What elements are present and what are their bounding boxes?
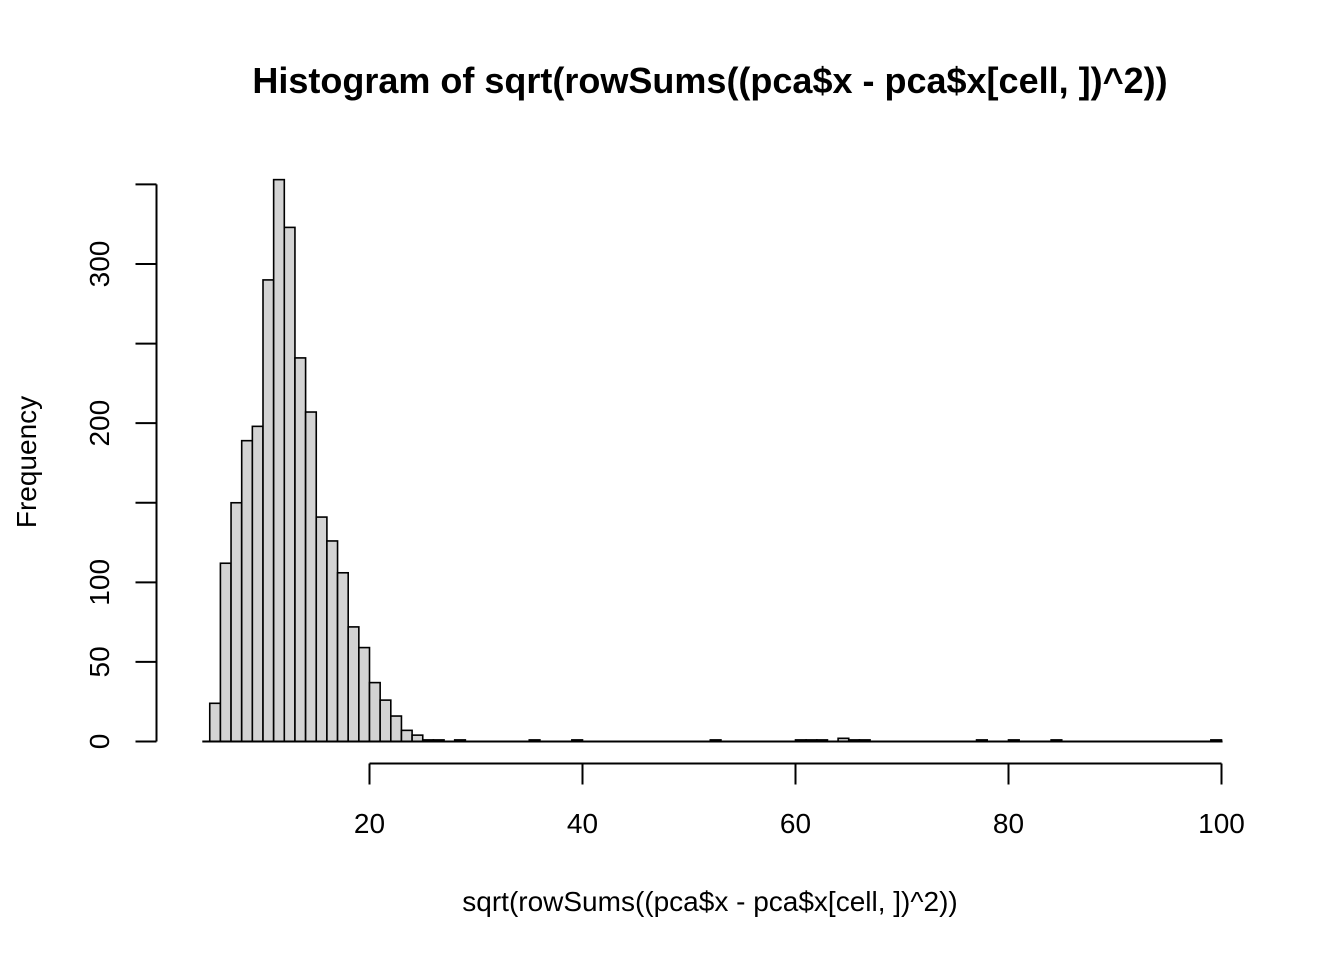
x-tick-label: 80	[993, 808, 1024, 839]
histogram-bar	[294, 357, 307, 743]
histogram-bar	[208, 702, 222, 743]
histogram-bar	[304, 411, 318, 743]
y-axis-label: Frequency	[11, 396, 42, 528]
histogram-bar	[358, 646, 371, 743]
x-tick-label: 40	[567, 808, 598, 839]
y-tick-label: 100	[84, 559, 115, 606]
histogram-bar	[315, 516, 328, 743]
histogram-bar	[379, 699, 392, 743]
histogram-bar	[240, 439, 254, 743]
y-tick-label: 0	[84, 734, 115, 750]
chart-title: Histogram of sqrt(rowSums((pca$x - pca$x…	[252, 60, 1167, 101]
x-axis-label: sqrt(rowSums((pca$x - pca$x[cell, ])^2))	[462, 886, 957, 917]
histogram-bar	[347, 626, 360, 743]
x-tick-label: 20	[354, 808, 385, 839]
histogram-bar	[230, 501, 243, 743]
histogram-bar	[336, 571, 349, 743]
y-tick-label: 50	[84, 646, 115, 677]
histogram-bar	[251, 425, 264, 743]
histogram-bar	[400, 729, 413, 743]
histogram-bar	[272, 178, 286, 743]
histogram-bar	[368, 681, 381, 743]
y-tick-label: 200	[84, 400, 115, 447]
histogram-bar	[262, 279, 275, 743]
x-axis: 20 40 60 80 100	[354, 762, 1245, 839]
x-tick-label: 100	[1198, 808, 1245, 839]
histogram-bar	[283, 226, 296, 743]
histogram-bar	[219, 562, 232, 743]
y-axis: 0 50 100 200 300	[84, 183, 158, 750]
histogram-bar	[326, 540, 339, 743]
histogram-bars	[208, 178, 1223, 743]
histogram-bar	[389, 715, 403, 743]
x-tick-label: 60	[780, 808, 811, 839]
y-tick-label: 300	[84, 241, 115, 288]
